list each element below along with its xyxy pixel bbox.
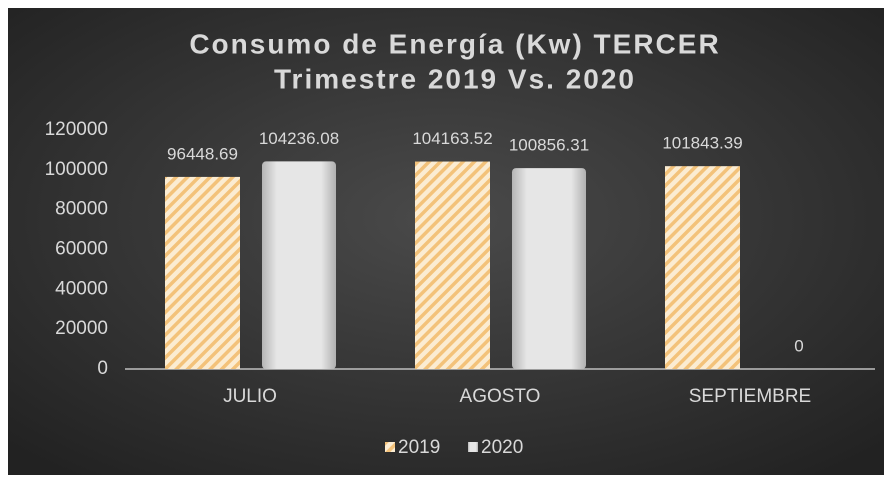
- x-tick-label: SEPTIEMBRE: [689, 386, 811, 407]
- y-tick-label: 60000: [55, 239, 108, 260]
- legend-label: 2020: [481, 437, 523, 458]
- y-tick-label: 120000: [45, 119, 108, 140]
- legend-swatch: [468, 442, 478, 452]
- y-tick-label: 20000: [55, 318, 108, 339]
- data-label: 104236.08: [259, 129, 339, 148]
- x-tick-label: AGOSTO: [460, 386, 541, 407]
- legend-swatch: [385, 442, 395, 452]
- data-label: 101843.39: [662, 134, 742, 153]
- x-tick-label: JULIO: [223, 386, 277, 407]
- bar: [165, 176, 240, 369]
- legend-label: 2019: [398, 437, 440, 458]
- y-tick-label: 80000: [55, 199, 108, 220]
- y-tick-label: 100000: [45, 159, 108, 180]
- y-tick-label: 0: [97, 358, 108, 379]
- data-label: 100856.31: [509, 136, 589, 155]
- bar: [415, 161, 490, 369]
- data-label: 0: [794, 336, 803, 355]
- chart-title: Trimestre 2019 Vs. 2020: [274, 63, 636, 94]
- bar: [665, 166, 740, 369]
- data-label: 96448.69: [167, 144, 238, 163]
- bar: [262, 161, 336, 369]
- data-label: 104163.52: [412, 129, 492, 148]
- chart-title: Consumo de Energía (Kw) TERCER: [189, 28, 720, 59]
- y-tick-label: 40000: [55, 278, 108, 299]
- bar: [512, 168, 586, 369]
